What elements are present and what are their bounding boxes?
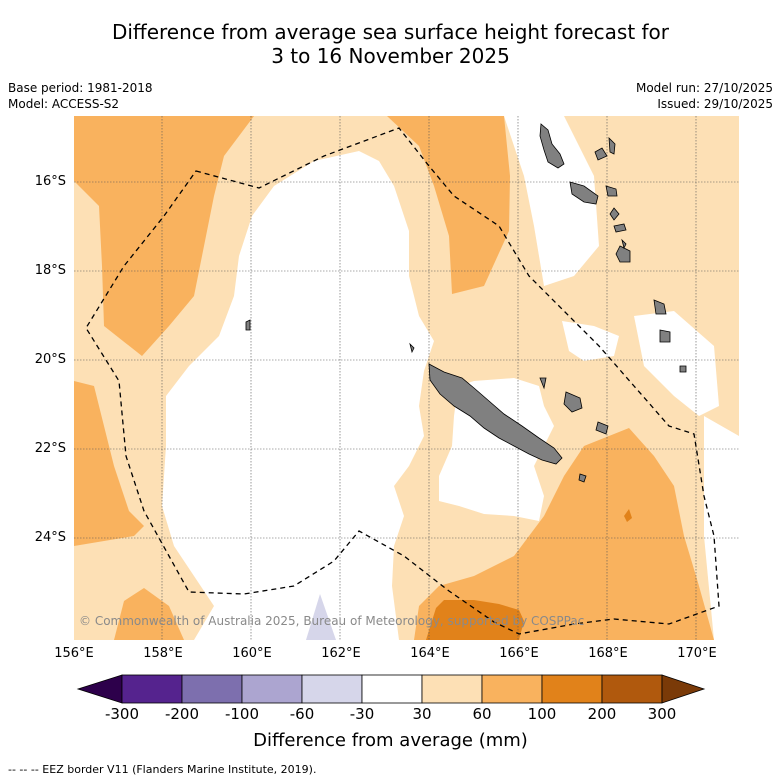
forecast-map	[74, 116, 739, 640]
vanuatu-epi	[609, 207, 620, 221]
colorbar-label-200: 200	[587, 705, 617, 723]
lat-label-20s: 20°S	[34, 352, 66, 367]
chesterfield-1	[409, 342, 415, 354]
lon-label-170e: 170°E	[677, 646, 717, 661]
colorbar-label-60: 60	[472, 705, 492, 723]
copyright-notice: © Commonwealth of Australia 2025, Bureau…	[79, 614, 585, 628]
vanuatu-erromango	[615, 245, 631, 263]
title-line-1: Difference from average sea surface heig…	[111, 20, 670, 44]
hunter-matthew-1	[653, 299, 667, 315]
vanuatu-espiritu-santo	[539, 123, 565, 169]
vanuatu-tanna	[621, 238, 627, 250]
lat-label-24s: 24°S	[34, 530, 66, 545]
lat-label-16s: 16°S	[34, 174, 66, 189]
colorbar-segment-7	[481, 674, 543, 704]
colorbar-segment-2	[181, 674, 243, 704]
model-name: Model: ACCESS-S2	[8, 97, 120, 111]
lon-label-162e: 162°E	[321, 646, 361, 661]
band-60-100-n	[387, 116, 510, 294]
colorbar-segment-1	[121, 674, 183, 704]
colorbar-label-300: 300	[647, 705, 677, 723]
near-average-region-3	[562, 321, 619, 361]
title-line-2: 3 to 16 November 2025	[271, 44, 510, 68]
logo-triangle	[306, 594, 336, 640]
colorbar-label-n100: -100	[224, 705, 260, 723]
band-100-200-s	[426, 600, 524, 640]
lon-label-168e: 168°E	[588, 646, 628, 661]
colorbar-segment-9	[601, 674, 663, 704]
loyalty-lifou	[563, 391, 583, 413]
vanuatu-efate	[605, 185, 618, 197]
lat-label-18s: 18°S	[34, 263, 66, 278]
lat-label-22s: 22°S	[34, 441, 66, 456]
model-run: Model run: 27/10/2025	[635, 81, 773, 95]
land	[245, 123, 687, 483]
vanuatu-shepherd	[613, 223, 627, 233]
lon-label-158e: 158°E	[143, 646, 183, 661]
colorbar-segment-6	[421, 674, 483, 704]
issued-date: Issued: 29/10/2025	[657, 97, 773, 111]
base-period: Base period: 1981-2018	[8, 81, 153, 95]
eez-border	[85, 127, 720, 635]
band-60-100-w	[74, 381, 144, 546]
colorbar-label-n30: -30	[349, 705, 375, 723]
near-average-region-6	[704, 416, 739, 640]
band-100-200-small	[624, 509, 632, 522]
hunter-matthew-2	[659, 329, 671, 343]
near-average-region	[162, 151, 434, 640]
lon-label-164e: 164°E	[410, 646, 450, 661]
band-60-100-se	[414, 428, 714, 640]
isle-of-pines	[578, 473, 587, 483]
colorbar-segment-3	[241, 674, 303, 704]
eez-border-note: -- -- -- EEZ border V11 (Flanders Marine…	[8, 763, 317, 776]
vanuatu-malekula	[569, 181, 599, 205]
colorbar-arrow-right	[661, 674, 706, 704]
band-60-100-nw	[74, 116, 254, 356]
vanuatu-ambae	[608, 136, 616, 155]
colorbar-label-n300: -300	[104, 705, 140, 723]
colorbar-arrow-left	[76, 674, 123, 704]
colorbar-segment-8	[541, 674, 603, 704]
small-island-1	[679, 365, 687, 373]
colorbar-label-n200: -200	[164, 705, 200, 723]
lon-label-160e: 160°E	[232, 646, 272, 661]
band-60-100-sw	[114, 588, 184, 640]
small-island-2	[245, 319, 251, 331]
loyalty-mare	[595, 421, 609, 435]
loyalty-ouvea	[539, 377, 547, 390]
lon-label-156e: 156°E	[54, 646, 94, 661]
graticule	[74, 116, 739, 640]
colorbar-segment-4	[301, 674, 363, 704]
colorbar	[76, 674, 706, 704]
near-average-region-5	[634, 311, 719, 416]
colorbar-label-100: 100	[527, 705, 557, 723]
lon-label-166e: 166°E	[499, 646, 539, 661]
colorbar-label-n60: -60	[289, 705, 315, 723]
colorbar-segment-5	[361, 674, 423, 704]
colorbar-label-30: 30	[412, 705, 432, 723]
new-caledonia-island	[428, 363, 563, 465]
vanuatu-pentecost	[594, 147, 608, 161]
near-average-region-4	[504, 116, 599, 286]
colorbar-title: Difference from average (mm)	[253, 730, 528, 751]
